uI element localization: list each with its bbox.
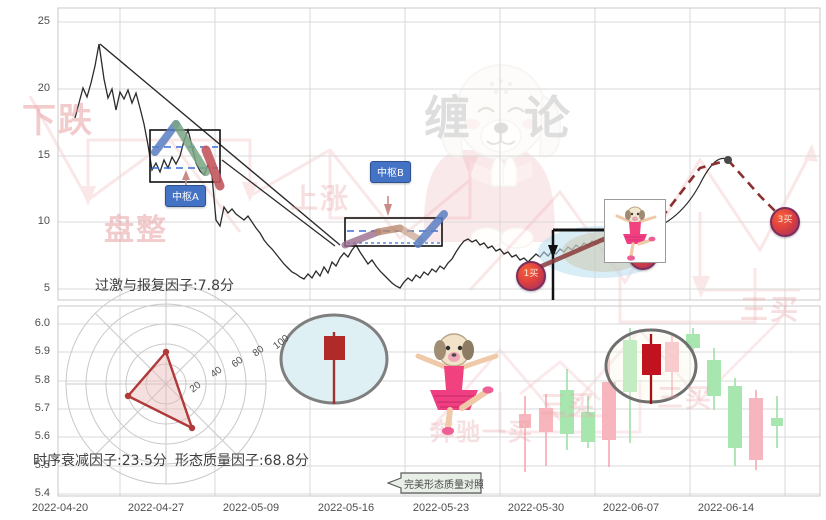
segment-up-blue-b [414, 210, 448, 248]
watermark-brand-right: 论 [524, 91, 572, 145]
top-y-tick-10: 10 [37, 215, 50, 227]
left-arrow-icon [387, 472, 482, 494]
down-arrow-icon [182, 170, 190, 180]
single-candle-body [324, 336, 345, 360]
candle-up [581, 412, 595, 442]
candle-down [749, 398, 763, 460]
watermark-downtrend: 下跌 [22, 101, 94, 141]
x-tick-0: 2022-04-20 [31, 502, 89, 514]
segment-rise-darkred [525, 230, 621, 275]
candle-down [519, 414, 531, 428]
compare-callout-label: 完美形态质量对照 [404, 480, 484, 491]
pivot-a-box [149, 129, 221, 183]
top-y-tick-25: 25 [37, 15, 50, 27]
watermark-third-buy-mid: 三买 [540, 391, 597, 421]
segment-purple [341, 228, 382, 249]
candlestick-series [519, 328, 783, 472]
top-note-text: 过激与报复因子:7.8分 [95, 278, 234, 294]
x-tick-7: 2022-06-14 [697, 502, 755, 514]
downtrend-guide-line-2 [221, 159, 336, 247]
down-arrow-icon [384, 204, 392, 216]
ballerina-dog-framed-image [604, 199, 666, 263]
bottom-y-tick-55: 5.5 [34, 459, 50, 471]
watermark-third-buy-layer [519, 360, 610, 418]
candle-up [728, 386, 742, 448]
bottom-y-tick-58: 5.8 [34, 374, 50, 386]
bottom-y-tick-57: 5.7 [34, 402, 50, 414]
bottom-y-tick-56: 5.6 [34, 430, 50, 442]
candle-up [560, 390, 574, 434]
pivot-b-group [341, 196, 448, 249]
segment-up-blue [151, 120, 180, 156]
buy-badge-3[interactable]: 3买 [770, 207, 800, 237]
top-y-tick-5: 5 [43, 282, 50, 294]
ballerina-dog-icon [605, 200, 665, 262]
compare-callout-group[interactable]: 完美形态质量对照 [387, 472, 484, 494]
radar-vertices [124, 348, 196, 432]
watermark-third-buy-right: 三买 [740, 293, 801, 326]
buy-badge-1[interactable]: 1买 [516, 261, 546, 291]
top-panel-bg [58, 8, 820, 300]
x-tick-5: 2022-05-30 [507, 502, 565, 514]
watermark-benchi-2: 三买 [657, 384, 714, 414]
ballerina-dog-image-bottom [404, 326, 504, 438]
watermark-brand-left: 缠 [424, 91, 472, 145]
segment-tan [374, 224, 404, 236]
x-tick-2: 2022-05-09 [222, 502, 280, 514]
radar-spokes [66, 284, 266, 484]
candle-up [771, 418, 783, 426]
segment-down-green [172, 120, 210, 176]
projection-dashed-1 [650, 158, 729, 231]
projection-peak-dot [724, 156, 732, 164]
pivot-b-label[interactable]: 中枢B [370, 161, 411, 183]
x-tick-6: 2022-06-07 [602, 502, 660, 514]
candle-up [623, 340, 637, 392]
bottom-y-tick-54: 5.4 [34, 487, 50, 499]
x-tick-3: 2022-05-16 [317, 502, 375, 514]
candle-up [686, 334, 700, 348]
x-tick-1: 2022-04-27 [127, 502, 185, 514]
top-panel-border [57, 7, 821, 301]
top-y-tick-20: 20 [37, 82, 50, 94]
down-arrow-icon [548, 245, 558, 258]
candle-down [539, 408, 553, 432]
top-y-tick-15: 15 [37, 149, 50, 161]
candle-down [602, 382, 616, 440]
bottom-note-2: 形态质量因子:68.8分 [175, 453, 309, 469]
x-tick-4: 2022-05-23 [412, 502, 470, 514]
ballerina-dog-icon [415, 333, 499, 435]
bottom-panel-border [57, 305, 821, 497]
candle-up [707, 360, 721, 396]
bottom-note-1: 时序衰减因子:23.5分 [33, 453, 167, 469]
single-candle-highlight-group [279, 313, 389, 405]
watermark-consolidation: 盘整 [104, 213, 168, 248]
watermark-uptrend: 上涨 [290, 182, 351, 215]
radar-chart [65, 283, 267, 485]
bottom-y-tick-59: 5.9 [34, 345, 50, 357]
pivot-b-box [344, 217, 443, 247]
candle-down [665, 342, 679, 372]
bottom-y-tick-60: 6.0 [34, 317, 50, 329]
segment-light-tan [396, 224, 424, 244]
segment-down-red [201, 145, 225, 191]
radar-polygon [126, 349, 195, 431]
pivot-a-label[interactable]: 中枢A [165, 185, 206, 207]
